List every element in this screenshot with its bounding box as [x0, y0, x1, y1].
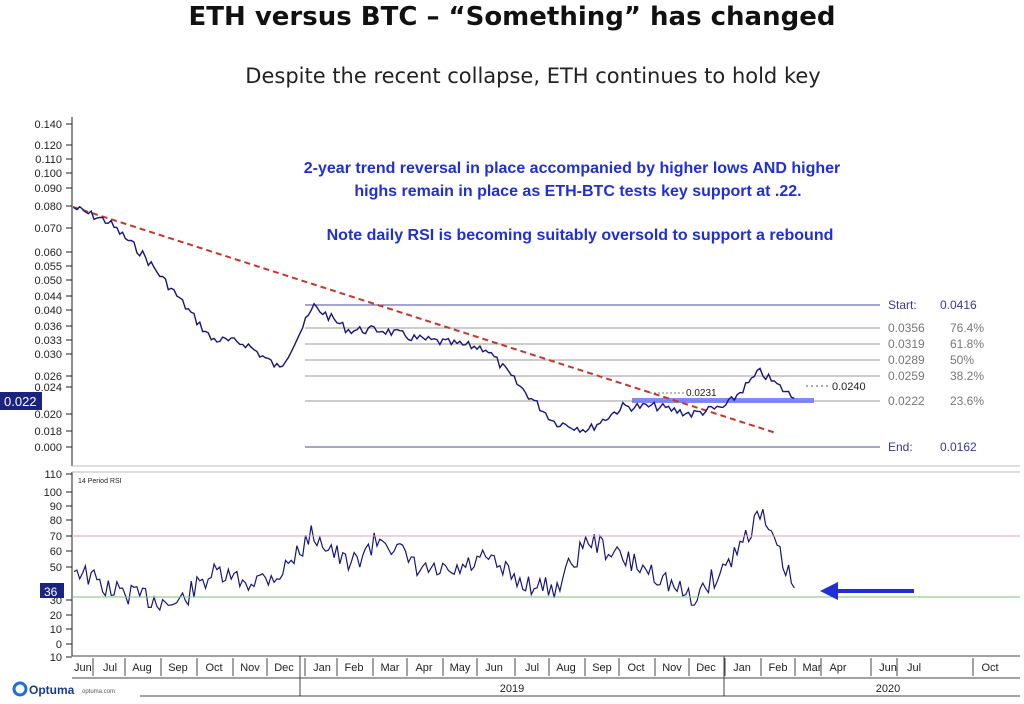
x-axis-month-label: Feb: [345, 662, 364, 674]
x-axis-month-label: Jun: [485, 662, 503, 674]
fib-level-name: Start:: [888, 298, 917, 312]
x-axis-month-label: Jul: [103, 662, 117, 674]
x-axis-month-label: Jul: [525, 662, 539, 674]
rsi-y-tick-label: 70: [50, 531, 62, 543]
x-axis-month-label: Aug: [132, 662, 152, 674]
fib-level-value: 0.0319: [888, 337, 925, 351]
last-price-label: 0.0240: [832, 381, 866, 393]
fib-level-value: 0.0222: [888, 394, 925, 408]
rsi-y-tick-label: 100: [44, 487, 62, 499]
x-axis-month-label: Jan: [313, 662, 331, 674]
rsi-y-tick-label: 80: [50, 515, 62, 527]
rsi-current-badge-label: 36: [44, 585, 58, 599]
price-y-tick-label: 0.000: [34, 442, 62, 454]
price-y-tick-label: 0.080: [34, 201, 62, 213]
note-line-2: highs remain in place as ETH-BTC tests k…: [354, 183, 801, 200]
fib-level-pct: 23.6%: [950, 394, 984, 408]
price-y-tick-label: 0.060: [34, 247, 62, 259]
price-y-tick-label: 0.044: [34, 291, 62, 303]
price-y-tick-label: 0.110: [35, 154, 62, 166]
price-y-tick-label: 0.090: [34, 183, 62, 195]
x-axis-month-label: Sep: [592, 662, 612, 674]
rsi-y-tick-label: 10: [50, 624, 62, 636]
x-axis-month-labels: Jun Jul Aug Sep Oct Nov Dec Jan Feb Mar Apr May Jun J…: [74, 658, 999, 676]
rsi-y-tick-label: 50: [50, 562, 62, 574]
rsi-y-tick-label: 90: [50, 501, 62, 513]
fib-level-pct: 50%: [950, 353, 974, 367]
x-axis-month-label: Sep: [168, 662, 188, 674]
optuma-logo-text: Optuma: [29, 683, 75, 697]
price-y-tick-label: 0.040: [34, 305, 62, 317]
rsi-y-tick-label: 10: [50, 652, 62, 664]
price-y-tick-label: 0.055: [34, 261, 62, 273]
rsi-series-line: [74, 509, 794, 610]
x-axis-month-label: Oct: [205, 662, 222, 674]
x-axis-month-label: Jan: [733, 662, 751, 674]
x-axis-month-label: Jun: [879, 662, 897, 674]
x-axis-month-label: Dec: [696, 662, 716, 674]
x-axis-month-label: Dec: [274, 662, 294, 674]
price-y-tick-label: 0.070: [34, 223, 62, 235]
x-axis-month-label: Oct: [627, 662, 644, 674]
x-axis-month-label: May: [450, 662, 471, 674]
price-y-tick-label: 0.050: [34, 275, 62, 287]
price-y-tick-label: 0.120: [34, 140, 62, 152]
price-y-tick-label: 0.033: [34, 335, 62, 347]
x-axis-month-label: Apr: [829, 662, 846, 674]
price-y-tick-label: 0.100: [34, 168, 62, 180]
year-label-2019: 2019: [500, 683, 524, 695]
x-axis-month-label: Feb: [769, 662, 788, 674]
rsi-y-tick-label: 20: [50, 610, 62, 622]
rsi-y-tick-label: 110: [44, 469, 62, 481]
fib-level-value: 0.0289: [888, 353, 925, 367]
x-axis-month-label: Nov: [662, 662, 682, 674]
fib-level-name: End:: [888, 440, 913, 454]
fib-level-value: 0.0356: [888, 321, 925, 335]
x-axis-month-label: Mar: [803, 662, 822, 674]
fib-level-value: 0.0416: [940, 298, 977, 312]
x-axis-month-label: Apr: [415, 662, 432, 674]
fib-level-pct: 38.2%: [950, 369, 984, 383]
current-price-badge-label: 0.022: [4, 394, 37, 409]
note-line-3: Note daily RSI is becoming suitably over…: [327, 227, 834, 244]
fib-level-value: 0.0162: [940, 440, 977, 454]
rsi-y-tick-label: 60: [50, 546, 62, 558]
price-y-tick-label: 0.018: [34, 426, 62, 438]
x-axis-month-label: Jul: [907, 662, 921, 674]
fibonacci-levels: Start: 0.0416 0.0356 76.4% 0.0319 61.8% 0.0289…: [305, 298, 984, 454]
note-line-1: 2-year trend reversal in place accompani…: [304, 160, 840, 177]
x-axis-month-label: Jun: [74, 662, 92, 674]
price-y-tick-label: 0.036: [34, 321, 62, 333]
rsi-y-tick-label: 0: [56, 639, 62, 651]
optuma-site-text: optuma.com: [82, 689, 115, 695]
support-band: [632, 398, 814, 403]
price-y-tick-label: 0.030: [34, 349, 62, 361]
rsi-panel-title: 14 Period RSI: [78, 478, 122, 485]
fib-level-pct: 76.4%: [950, 321, 984, 335]
x-axis-month-label: Mar: [381, 662, 400, 674]
optuma-logo-icon: [14, 683, 26, 695]
fib-level-value: 0.0259: [888, 369, 925, 383]
year-label-2020: 2020: [876, 683, 900, 695]
support-level-label: 0.0231: [686, 388, 717, 399]
x-axis-month-label: Nov: [240, 662, 260, 674]
price-y-tick-label: 0.020: [34, 409, 62, 421]
fib-level-pct: 61.8%: [950, 337, 984, 351]
x-axis-month-label: Aug: [556, 662, 576, 674]
price-y-tick-label: 0.140: [34, 119, 62, 131]
x-axis-month-label: Oct: [981, 662, 998, 674]
